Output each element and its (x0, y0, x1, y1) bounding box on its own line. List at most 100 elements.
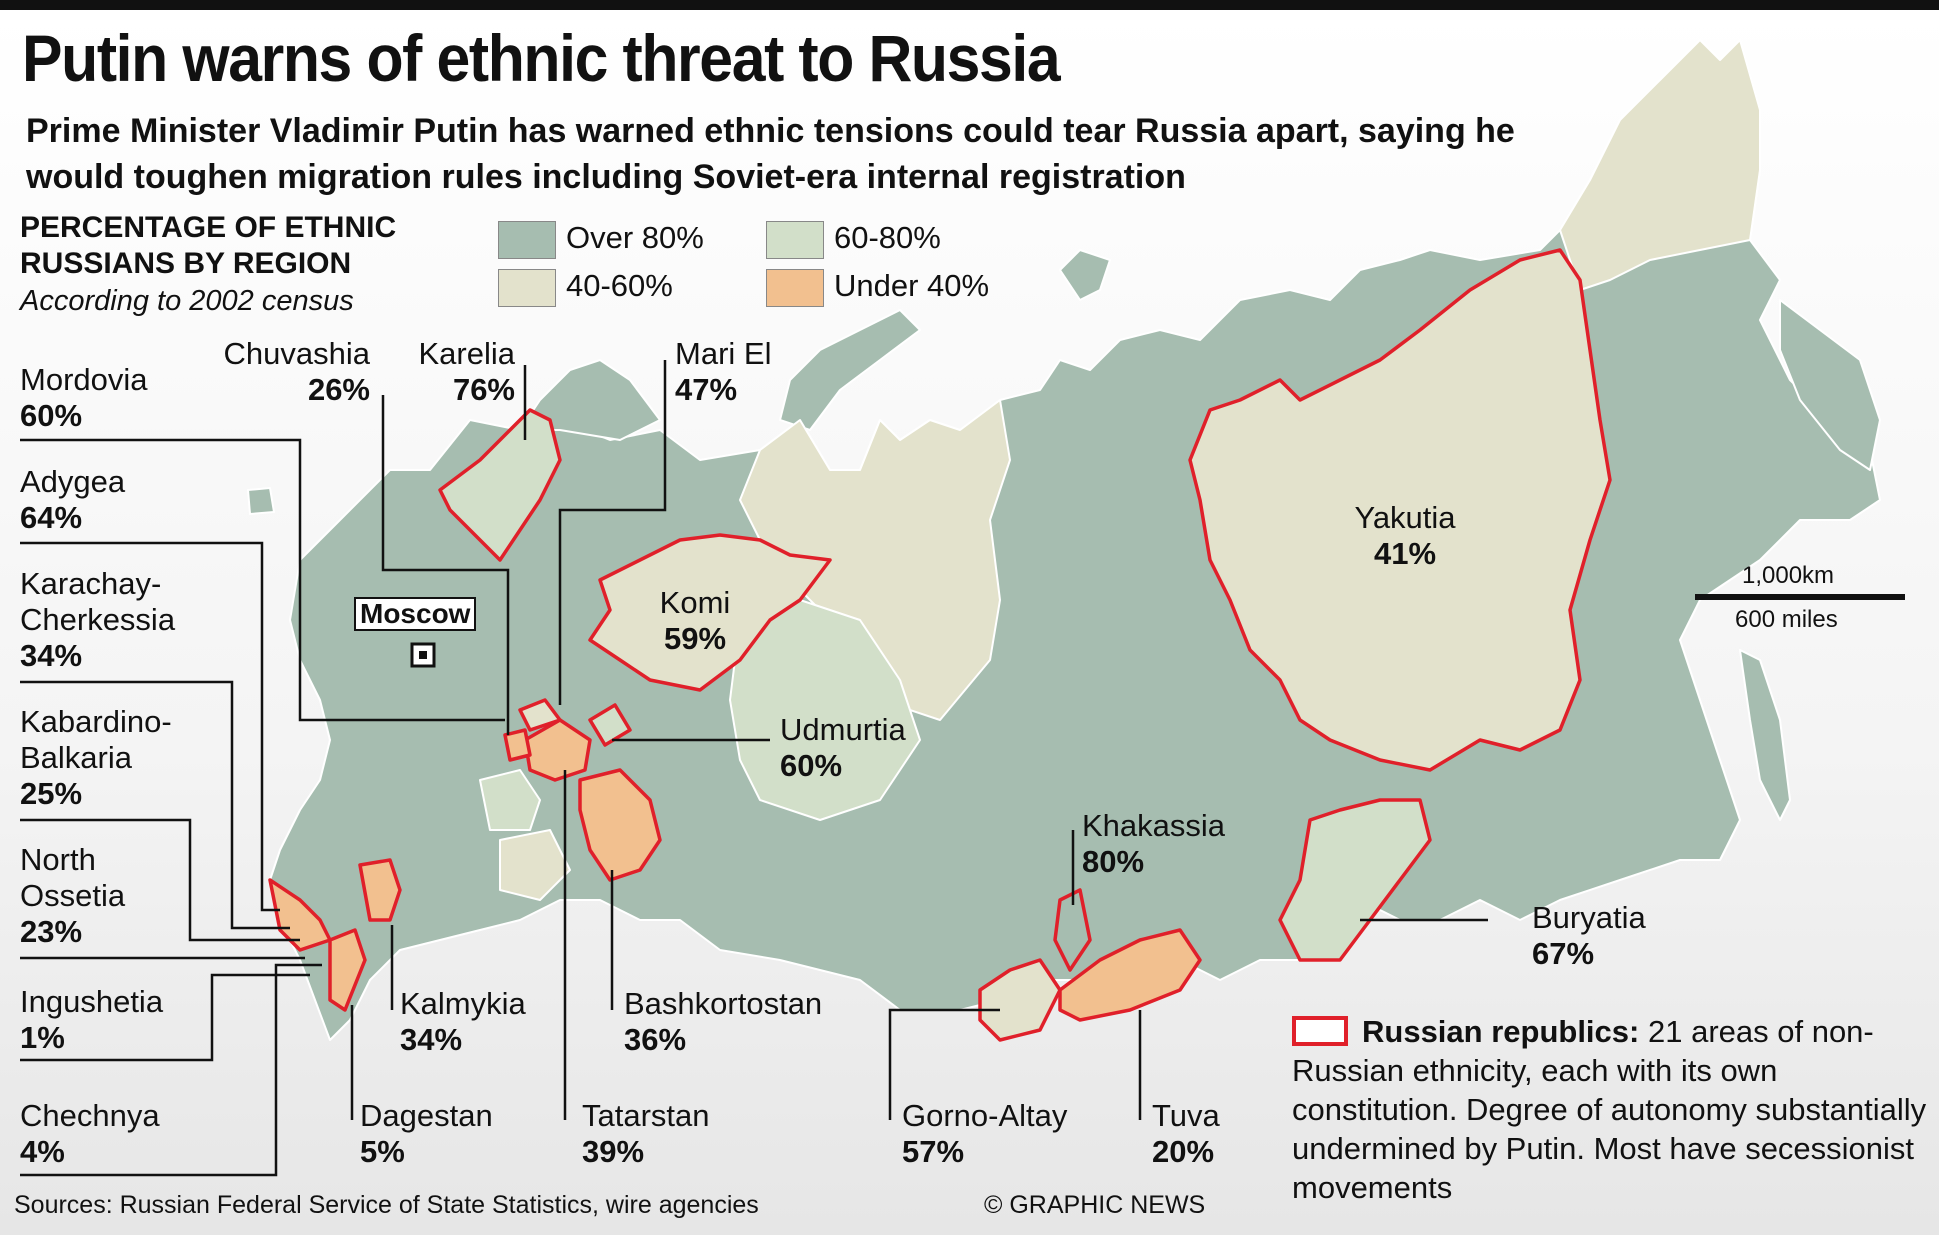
page-subtitle: Prime Minister Vladimir Putin has warned… (26, 112, 1515, 196)
region-pct: 60% (780, 748, 843, 783)
label-chuvashia: Chuvashia 26% (200, 336, 370, 408)
leader-adygea (20, 541, 280, 912)
label-karachay: Karachay-Cherkessia 34% (20, 566, 220, 674)
region-pct: 34% (20, 638, 83, 673)
legend-swatch (766, 268, 824, 307)
region-pct: 34% (400, 1022, 463, 1057)
region-yakutia (1188, 248, 1612, 772)
region-name: Buryatia (1532, 900, 1646, 935)
region-mordovia-area (479, 769, 541, 831)
region-penza-area (499, 829, 571, 901)
label-kalmykia: Kalmykia 34% (400, 986, 526, 1058)
region-pct: 23% (20, 914, 83, 949)
region-name: Kabardino-Balkaria (20, 704, 172, 775)
region-name: Yakutia (1354, 500, 1456, 535)
region-komi (588, 533, 832, 692)
label-adygea: Adygea 64% (20, 464, 125, 536)
top-rule (0, 0, 1939, 10)
region-name: Ingushetia (20, 984, 164, 1019)
leader-chuvashia (381, 395, 510, 735)
region-name: Dagestan (360, 1098, 493, 1133)
region-name: Mordovia (20, 362, 148, 397)
region-name: Karachay-Cherkessia (20, 566, 176, 637)
label-tuva: Tuva 20% (1152, 1098, 1220, 1170)
source-credit: Sources: Russian Federal Service of Stat… (14, 1191, 759, 1219)
region-name: Karelia (418, 336, 516, 371)
region-pct: 20% (1152, 1134, 1215, 1169)
region-pct: 26% (307, 372, 370, 407)
region-kalmykia (358, 858, 402, 922)
region-pct: 64% (20, 500, 83, 535)
region-pct: 60% (20, 398, 83, 433)
severnaya-zemlya (1059, 249, 1111, 301)
label-yakutia: Yakutia 41% (1340, 500, 1470, 572)
region-name: Khakassia (1082, 808, 1226, 843)
legend-title: PERCENTAGE OF ETHNIC RUSSIANS BY REGION (20, 211, 397, 280)
legend-note: According to 2002 census (20, 285, 354, 317)
region-karelia (438, 408, 562, 562)
leader-chechnya (20, 963, 322, 1177)
region-pct: 47% (675, 372, 738, 407)
label-tatarstan: Tatarstan 39% (582, 1098, 710, 1170)
label-north-ossetia: North Ossetia 23% (20, 842, 160, 950)
label-dagestan: Dagestan 5% (360, 1098, 493, 1170)
label-komi: Komi 59% (640, 585, 750, 657)
region-pct: 36% (624, 1022, 687, 1057)
label-mari-el: Mari El 47% (675, 336, 771, 408)
label-buryatia: Buryatia 67% (1532, 900, 1646, 972)
legend-label: Over 80% (566, 220, 704, 255)
label-udmurtia: Udmurtia 60% (780, 712, 906, 784)
region-name: Adygea (20, 464, 126, 499)
region-name: Mari El (675, 336, 772, 371)
region-name: Chechnya (20, 1098, 160, 1133)
region-bashkortostan (578, 768, 662, 882)
label-gorno-altay: Gorno-Altay 57% (902, 1098, 1067, 1170)
leader-mari-el (558, 360, 667, 705)
region-name: Chuvashia (223, 336, 370, 371)
region-pct: 76% (452, 372, 515, 407)
region-name: Tatarstan (582, 1098, 710, 1133)
region-north-caucasus (268, 878, 332, 952)
kamchatka (1779, 299, 1881, 471)
region-name: Gorno-Altay (902, 1098, 1068, 1133)
moscow-marker-dot (419, 651, 427, 659)
page-title: Putin warns of ethnic threat to Russia (22, 21, 1061, 95)
novaya-zemlya (779, 309, 921, 431)
label-bashkortostan: Bashkortostan 36% (624, 986, 822, 1058)
region-chuvashia (503, 728, 532, 762)
region-udmurtia (588, 703, 632, 747)
region-name: Kalmykia (400, 986, 526, 1021)
leader-kabardino (20, 818, 300, 942)
label-khakassia: Khakassia 80% (1082, 808, 1225, 880)
label-ingushetia: Ingushetia 1% (20, 984, 163, 1056)
legend-label: Under 40% (834, 268, 990, 303)
legend-item-60-80: 60-80% (766, 218, 941, 259)
region-tuva (1058, 928, 1202, 1022)
legend-swatch (498, 268, 556, 307)
legend-swatch (498, 220, 556, 259)
note-heading: Russian republics: (1362, 1014, 1640, 1049)
label-mordovia: Mordovia 60% (20, 362, 148, 434)
leader-ingushetia (20, 973, 310, 1062)
republic-outline-swatch (1292, 1016, 1348, 1046)
region-pct: 41% (1373, 536, 1437, 571)
region-pct: 25% (20, 776, 83, 811)
region-name: North Ossetia (20, 842, 126, 913)
region-gorno-altay (978, 958, 1062, 1042)
region-buryatia (1278, 798, 1432, 962)
region-khakassia (1053, 888, 1092, 972)
label-chechnya: Chechnya 4% (20, 1098, 160, 1170)
copyright: © GRAPHIC NEWS (984, 1191, 1206, 1219)
region-pct: 59% (663, 621, 727, 656)
region-pct: 57% (902, 1134, 965, 1169)
leader-mordovia (20, 438, 505, 722)
scale-km-label: 1,000km (1742, 562, 1835, 589)
legend-item-40-60: 40-60% (498, 266, 673, 307)
leader-karachay (20, 680, 290, 930)
region-dagestan (328, 928, 367, 1012)
legend-swatch (766, 220, 824, 259)
sakhalin (1739, 649, 1791, 821)
legend-item-over-80: Over 80% (498, 218, 704, 259)
region-pct: 80% (1082, 844, 1145, 879)
region-pct: 67% (1532, 936, 1595, 971)
